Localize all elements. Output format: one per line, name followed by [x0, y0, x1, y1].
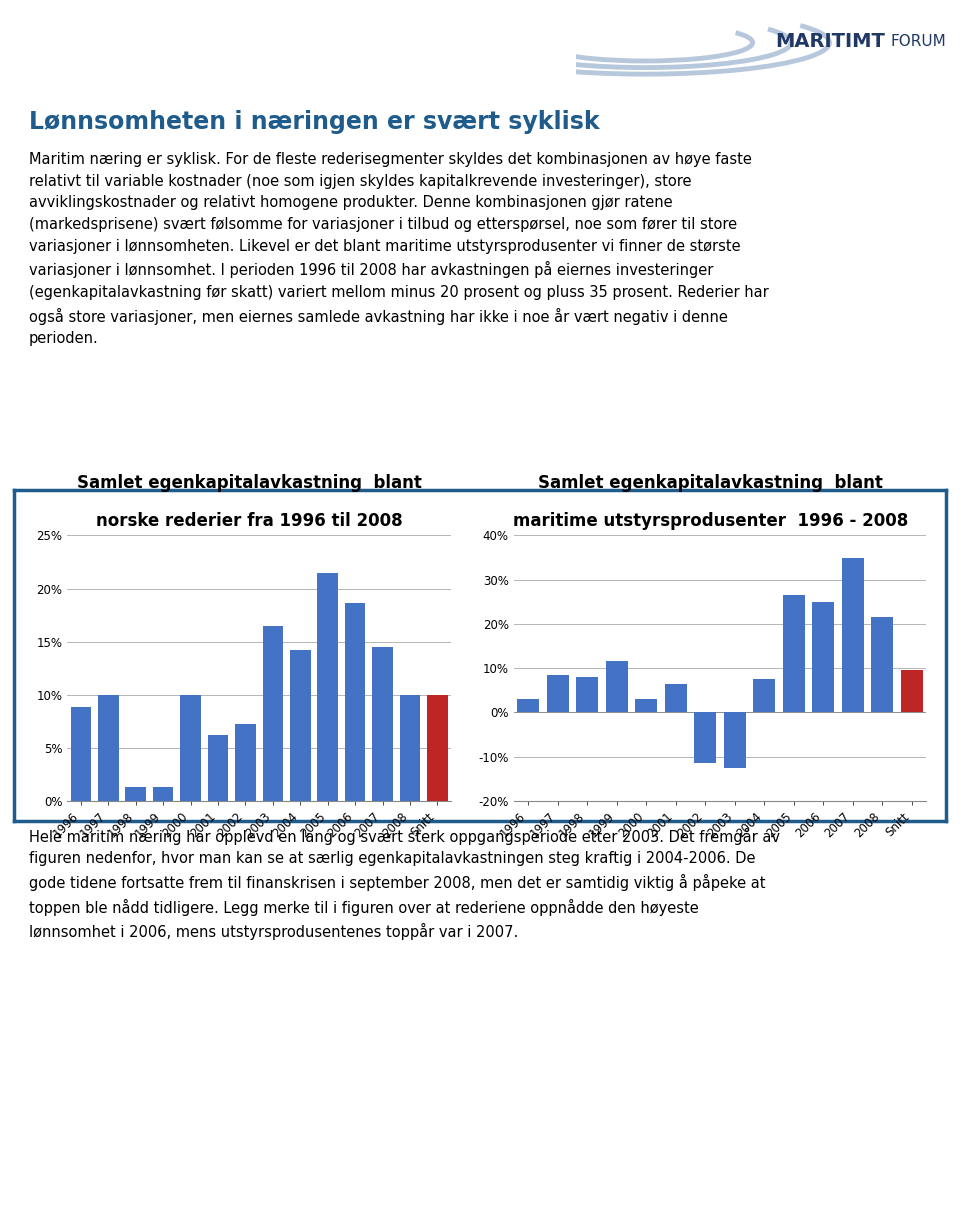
Bar — [263, 626, 283, 801]
Bar — [871, 617, 893, 712]
Text: Samlet egenkapitalavkastning  blant: Samlet egenkapitalavkastning blant — [77, 475, 422, 492]
Text: MARITIMT: MARITIMT — [776, 32, 885, 51]
Bar — [345, 604, 366, 801]
Bar — [900, 671, 923, 712]
Bar — [290, 650, 311, 801]
Bar — [153, 787, 174, 801]
Text: maritime utstyrsprodusenter  1996 - 2008: maritime utstyrsprodusenter 1996 - 2008 — [513, 512, 908, 529]
Bar — [427, 695, 447, 801]
Bar — [235, 724, 255, 801]
Bar — [576, 677, 598, 712]
Bar — [71, 707, 91, 801]
Bar — [606, 661, 628, 712]
Text: Lønnsomheten i næringen er svært syklisk: Lønnsomheten i næringen er svært syklisk — [29, 110, 599, 134]
Bar — [399, 695, 420, 801]
Bar — [664, 684, 686, 712]
Bar — [547, 674, 569, 712]
Text: FORUM: FORUM — [891, 34, 947, 49]
Text: norske rederier fra 1996 til 2008: norske rederier fra 1996 til 2008 — [96, 512, 403, 529]
Bar — [318, 573, 338, 801]
Bar — [517, 699, 540, 712]
Bar — [372, 647, 393, 801]
Bar — [842, 557, 864, 712]
Bar — [98, 695, 119, 801]
Text: Hele maritim næring har opplevd en lang og svært sterk oppgangsperiode etter 200: Hele maritim næring har opplevd en lang … — [29, 828, 780, 941]
Bar — [724, 712, 746, 768]
Text: Maritim næring er syklisk. For de fleste rederisegmenter skyldes det kombinasjon: Maritim næring er syklisk. For de fleste… — [29, 152, 769, 346]
Bar — [754, 679, 776, 712]
Bar — [694, 712, 716, 763]
Bar — [207, 735, 228, 801]
Bar — [812, 601, 834, 712]
Bar — [180, 695, 201, 801]
Text: Samlet egenkapitalavkastning  blant: Samlet egenkapitalavkastning blant — [538, 475, 883, 492]
Bar — [126, 787, 146, 801]
Bar — [636, 699, 658, 712]
Bar — [782, 595, 804, 712]
